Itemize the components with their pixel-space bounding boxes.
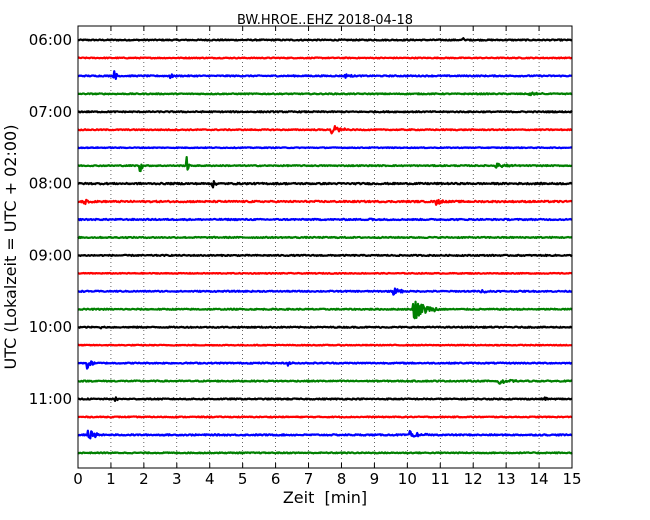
y-tick-label: 07:00 [29,103,72,121]
seismic-trace [77,300,573,320]
seismic-trace [77,110,573,114]
seismic-trace [77,146,573,150]
seismic-trace [77,217,573,222]
seismic-trace [77,56,573,60]
y-tick-label: 08:00 [29,175,72,193]
x-tick-label: 15 [562,470,581,488]
seismic-trace [77,360,573,370]
x-tick-label: 3 [172,470,182,488]
seismic-trace [77,91,573,97]
seismic-trace [77,253,573,258]
seismic-trace [77,325,573,330]
x-axis: 0 1 2 3 4 5 6 7 8 9 10 11 12 13 14 15 [73,26,582,488]
x-tick-label: 1 [106,470,116,488]
seismic-trace [77,70,573,80]
grid-layer [110,26,540,468]
x-tick-label: 13 [497,470,516,488]
y-axis: 06:00 07:00 08:00 09:00 10:00 11:00 [29,31,572,408]
y-tick-label: 11:00 [29,390,72,408]
x-tick-label: 11 [431,470,450,488]
x-tick-label: 2 [139,470,149,488]
seismic-trace [77,378,573,385]
traces-layer [77,37,573,455]
x-tick-label: 8 [337,470,347,488]
y-tick-label: 06:00 [29,31,72,49]
y-tick-label: 10:00 [29,318,72,336]
seismic-trace [77,155,573,173]
seismic-trace [77,415,573,419]
seismic-trace [77,235,573,240]
x-tick-label: 9 [370,470,380,488]
seismic-trace [77,180,573,189]
seismic-trace [77,451,573,455]
seismic-trace [77,396,573,402]
x-tick-label: 10 [398,470,417,488]
y-axis-label: UTC (Lokalzeit = UTC + 02:00) [1,125,20,370]
seismic-trace [77,429,573,440]
x-tick-label: 5 [238,470,248,488]
x-axis-label: Zeit [min] [283,488,367,507]
seismic-trace [77,343,573,347]
plot-frame [77,25,573,469]
x-tick-label: 6 [271,470,281,488]
chart-title: BW.HROE..EHZ 2018-04-18 [237,13,413,28]
seismic-trace [77,271,573,275]
seismic-trace [77,287,573,296]
y-tick-label: 09:00 [29,246,72,264]
x-tick-label: 7 [304,470,314,488]
seismic-trace [77,198,573,206]
x-tick-label: 0 [73,470,83,488]
x-tick-label: 12 [464,470,483,488]
seismic-trace [77,125,573,135]
seismic-trace [77,37,573,42]
x-tick-label: 4 [205,470,215,488]
x-tick-label: 14 [530,470,549,488]
